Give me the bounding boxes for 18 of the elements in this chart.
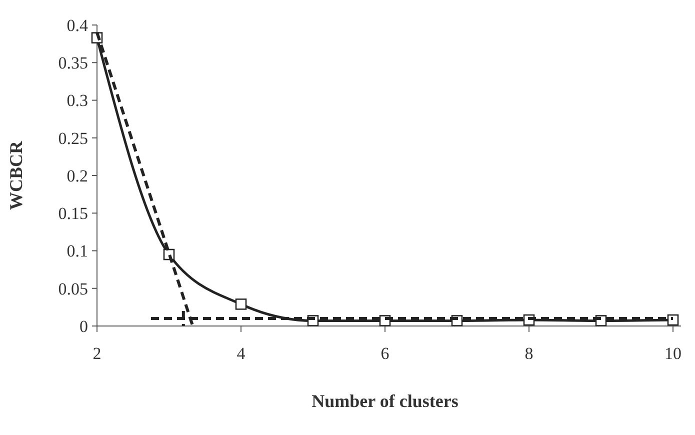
point bbox=[235, 298, 247, 310]
x-tick-label: 4 bbox=[236, 344, 246, 363]
x-tick-label: 2 bbox=[92, 344, 102, 363]
point bbox=[667, 314, 679, 326]
y-tick-label: 0.35 bbox=[58, 54, 88, 73]
y-tick-label: 0.1 bbox=[66, 242, 88, 261]
y-tick-label: 0.25 bbox=[58, 128, 88, 148]
y-tick-label: 0.3 bbox=[66, 91, 88, 110]
y-tick-label: 0 bbox=[80, 316, 88, 336]
y-tick-label: 0.15 bbox=[58, 204, 88, 224]
y-tick-label: 0.05 bbox=[58, 279, 88, 298]
x-tick-label: 8 bbox=[524, 344, 534, 363]
x-axis-title: Number of clusters bbox=[312, 391, 458, 411]
y-axis-title: WCBCR bbox=[6, 140, 26, 210]
x-tick-label: 6 bbox=[380, 344, 390, 363]
y-tick-label: 0.2 bbox=[66, 166, 88, 186]
x-tick-label: 10 bbox=[664, 344, 682, 363]
y-tick-label: 0.4 bbox=[66, 16, 88, 35]
